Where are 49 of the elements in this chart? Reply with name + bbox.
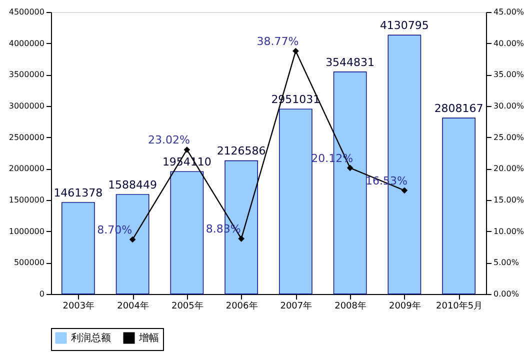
y-tick-label: 2000000 — [8, 164, 44, 174]
data-label: 4130795 — [380, 19, 429, 32]
bar — [62, 202, 95, 294]
y2-tick-label: 35.00% — [494, 70, 524, 80]
x-tick-label: 2006年 — [226, 300, 258, 312]
bar — [170, 171, 204, 294]
data-label: 1461378 — [54, 186, 103, 200]
data-label: 3544831 — [326, 56, 375, 69]
point — [346, 164, 354, 172]
x-tick-label: 2007年 — [280, 300, 312, 312]
x-tick-label: 2009年 — [388, 300, 421, 312]
y2-tick-label: 5.00% — [494, 258, 520, 268]
y2-tick-label: 20.00% — [494, 164, 524, 174]
point — [292, 48, 299, 54]
data-label: 23.02% — [148, 134, 190, 147]
y-tick-label: 3000000 — [8, 102, 44, 110]
bar — [279, 108, 312, 294]
y2-tick-label: 30.00% — [494, 102, 524, 110]
y-tick-label: 2500000 — [8, 132, 44, 142]
y2-tick-label: 40.00% — [494, 38, 524, 48]
y-tick-label: 4000000 — [8, 38, 44, 48]
data-label: 2126586 — [216, 144, 266, 158]
y2-tick-label: 15.00% — [494, 196, 524, 204]
x-tick-label: 2004年 — [117, 300, 150, 312]
y-tick-label: 0 — [39, 290, 44, 298]
point — [238, 236, 244, 242]
x-tick-label: 2005年 — [171, 300, 204, 312]
y-tick-label: 1000000 — [8, 226, 44, 236]
data-label: 38.77% — [256, 35, 299, 48]
data-label: 1588449 — [108, 178, 158, 192]
y-tick-label: 3500000 — [8, 70, 44, 80]
y2-tick-label: 10.00% — [494, 226, 524, 236]
y-tick-label: 500000 — [14, 258, 44, 268]
y-tick-label: 1500000 — [8, 196, 44, 204]
y2-tick-label: 25.00% — [494, 132, 524, 142]
legend-label: 增幅 — [138, 332, 159, 344]
y2-tick-label: 0.00% — [494, 290, 520, 298]
point — [184, 146, 190, 153]
data-label: 2808167 — [434, 102, 484, 116]
y-tick-label: 4500000 — [8, 8, 44, 16]
data-label: 16.53% — [365, 174, 408, 188]
x-tick-label: 2008年 — [334, 300, 367, 312]
y2-tick-label: 45.00% — [494, 8, 524, 16]
bar — [442, 118, 476, 294]
x-tick-label: 2010年5月 — [436, 300, 483, 312]
point — [129, 236, 136, 243]
point — [401, 187, 408, 194]
legend-label: 利润总额 — [71, 332, 111, 344]
x-tick-label: 2003年 — [62, 300, 95, 312]
